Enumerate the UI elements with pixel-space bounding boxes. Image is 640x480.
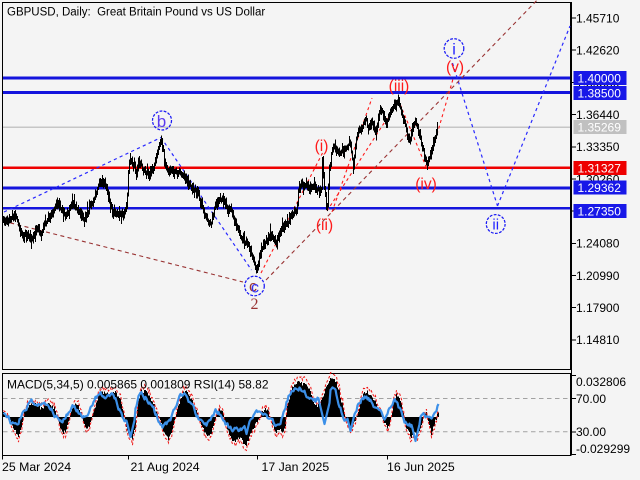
svg-text:GBPUSD, Daily: Great Britain: GBPUSD, Daily: Great Britain Pound vs US… bbox=[7, 7, 265, 19]
svg-text:(v): (v) bbox=[446, 59, 464, 76]
svg-text:21 Aug 2024: 21 Aug 2024 bbox=[131, 460, 200, 474]
svg-text:1.36440: 1.36440 bbox=[576, 108, 620, 122]
svg-text:1.14810: 1.14810 bbox=[576, 333, 620, 347]
svg-text:1.29362: 1.29362 bbox=[578, 181, 622, 195]
svg-text:1.33350: 1.33350 bbox=[576, 140, 620, 154]
svg-text:ii: ii bbox=[492, 217, 499, 234]
svg-text:1.40000: 1.40000 bbox=[578, 71, 622, 85]
svg-text:16 Jun 2025: 16 Jun 2025 bbox=[387, 460, 455, 474]
svg-text:25 Mar 2024: 25 Mar 2024 bbox=[2, 460, 71, 474]
svg-text:17 Jan 2025: 17 Jan 2025 bbox=[262, 460, 330, 474]
svg-text:1.38500: 1.38500 bbox=[578, 86, 622, 100]
svg-text:i: i bbox=[452, 42, 456, 59]
svg-text:c: c bbox=[251, 280, 259, 297]
svg-text:(ii): (ii) bbox=[316, 217, 333, 234]
svg-text:1.17900: 1.17900 bbox=[576, 301, 620, 315]
svg-text:1.45710: 1.45710 bbox=[576, 11, 620, 25]
svg-text:1.20990: 1.20990 bbox=[576, 269, 620, 283]
svg-text:1.31327: 1.31327 bbox=[578, 161, 622, 175]
svg-text:b: b bbox=[157, 112, 166, 131]
svg-text:1.24080: 1.24080 bbox=[576, 237, 620, 251]
svg-text:1.42620: 1.42620 bbox=[576, 44, 620, 58]
svg-text:(iv): (iv) bbox=[415, 176, 437, 193]
svg-text:70.00: 70.00 bbox=[576, 392, 606, 406]
svg-text:MACD(5,34,5) 0.005865 0.001809: MACD(5,34,5) 0.005865 0.001809 RSI(14) 5… bbox=[7, 378, 269, 392]
svg-text:2: 2 bbox=[251, 296, 259, 313]
svg-text:30.00: 30.00 bbox=[576, 425, 606, 439]
svg-text:0.032806: 0.032806 bbox=[576, 375, 626, 389]
svg-text:1.27350: 1.27350 bbox=[578, 204, 622, 218]
svg-text:c: c bbox=[249, 279, 257, 296]
svg-text:(i): (i) bbox=[315, 138, 329, 155]
svg-text:1.35269: 1.35269 bbox=[578, 120, 622, 134]
svg-text:-0.029299: -0.029299 bbox=[576, 442, 630, 456]
svg-text:(iii): (iii) bbox=[389, 78, 410, 95]
